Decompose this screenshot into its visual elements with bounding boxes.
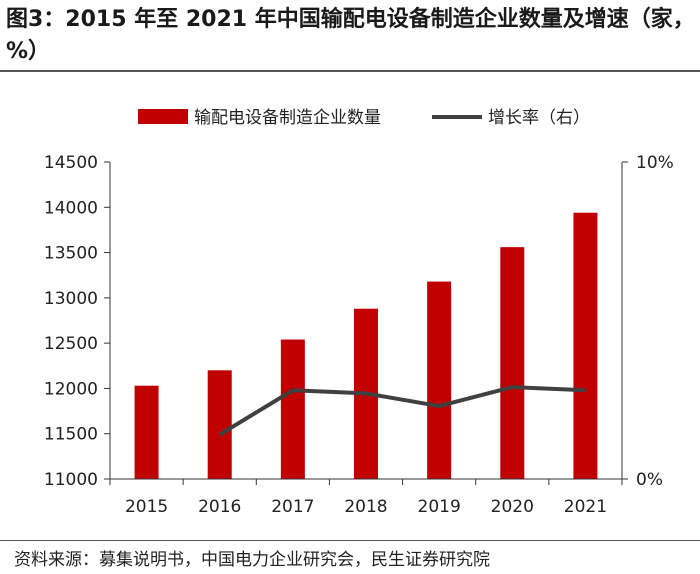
combo-chart: 输配电设备制造企业数量 增长率（右） 11000 11500 12000 12500 13… (44, 108, 674, 517)
left-tick-label: 12500 (44, 334, 98, 354)
left-tick-label: 14000 (44, 198, 98, 218)
line-series (218, 385, 586, 437)
title-divider (0, 70, 700, 72)
legend-label-line: 增长率（右） (488, 108, 590, 128)
right-tick-label: 10% (636, 153, 674, 173)
left-tick-label: 11500 (44, 425, 98, 445)
bar-2015 (134, 385, 159, 479)
x-tick-label: 2015 (125, 497, 168, 517)
x-tick-label: 2019 (418, 497, 461, 517)
growth-point-2019 (438, 405, 440, 407)
chart-title: 图3：2015 年至 2021 年中国输配电设备制造企业数量及增速（家，%） (6, 7, 695, 64)
growth-point-2020 (511, 386, 513, 388)
left-tick-label: 13000 (44, 289, 98, 309)
x-tick-label: 2017 (271, 497, 314, 517)
growth-line (218, 385, 586, 437)
source-note: 资料来源：募集说明书，中国电力企业研究会，民生证券研究院 (14, 550, 490, 570)
legend-swatch-bar (138, 109, 188, 124)
legend-label-bar: 输配电设备制造企业数量 (194, 108, 381, 128)
left-tick-label: 12000 (44, 379, 98, 399)
x-axis: 2015 2016 2017 2018 2019 2020 2021 (109, 478, 623, 517)
growth-point-2016 (219, 434, 221, 436)
growth-point-2021 (584, 389, 586, 391)
growth-point-2018 (365, 392, 367, 394)
x-tick-label: 2016 (198, 497, 241, 517)
left-y-axis: 11000 11500 12000 12500 13000 13500 14000 14500 (44, 153, 111, 490)
bar-2019 (427, 281, 452, 479)
growth-point-2017 (292, 389, 294, 391)
right-y-axis: 0% 10% (621, 153, 674, 490)
left-tick-label: 11000 (44, 470, 98, 490)
bar-2020 (500, 247, 525, 479)
bar-2016 (207, 370, 232, 479)
right-tick-label: 0% (636, 470, 663, 490)
left-tick-label: 14500 (44, 153, 98, 173)
bar-2017 (280, 339, 305, 479)
x-tick-label: 2021 (564, 497, 607, 517)
bar-2021 (573, 212, 598, 479)
legend: 输配电设备制造企业数量 增长率（右） (138, 108, 590, 128)
x-tick-label: 2018 (344, 497, 387, 517)
bar-series (134, 212, 598, 479)
x-tick-label: 2020 (491, 497, 534, 517)
footer-divider (0, 540, 700, 541)
left-tick-label: 13500 (44, 244, 98, 264)
